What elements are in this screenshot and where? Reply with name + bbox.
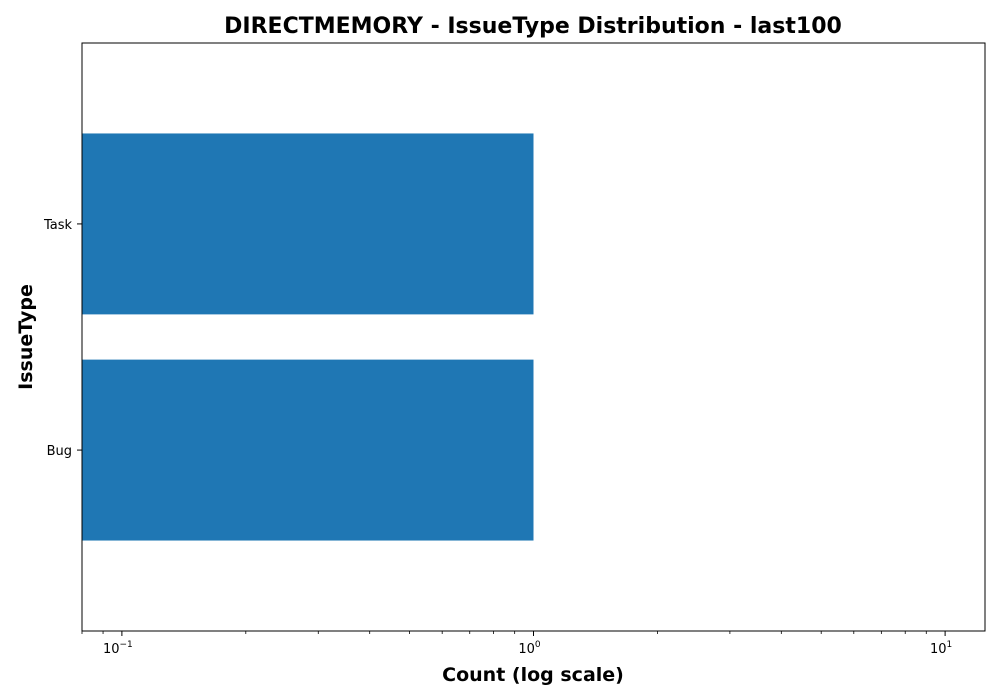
- y-axis-label: IssueType: [15, 284, 37, 390]
- y-axis-ticks: Task Bug: [43, 218, 82, 459]
- y-tick-label-task: Task: [43, 218, 73, 233]
- bar-bug: [82, 359, 534, 541]
- bars-group: [82, 133, 534, 541]
- x-axis-ticks: 10−1 100 101: [81, 631, 952, 657]
- bar-task: [82, 133, 534, 315]
- x-tick-label: 100: [518, 640, 541, 657]
- chart-title: DIRECTMEMORY - IssueType Distribution - …: [224, 14, 842, 39]
- x-tick-label: 101: [930, 640, 952, 657]
- y-tick-label-bug: Bug: [47, 444, 72, 459]
- x-axis-label: Count (log scale): [442, 664, 624, 686]
- plot-area: [82, 43, 985, 631]
- x-tick-label: 10−1: [103, 640, 133, 657]
